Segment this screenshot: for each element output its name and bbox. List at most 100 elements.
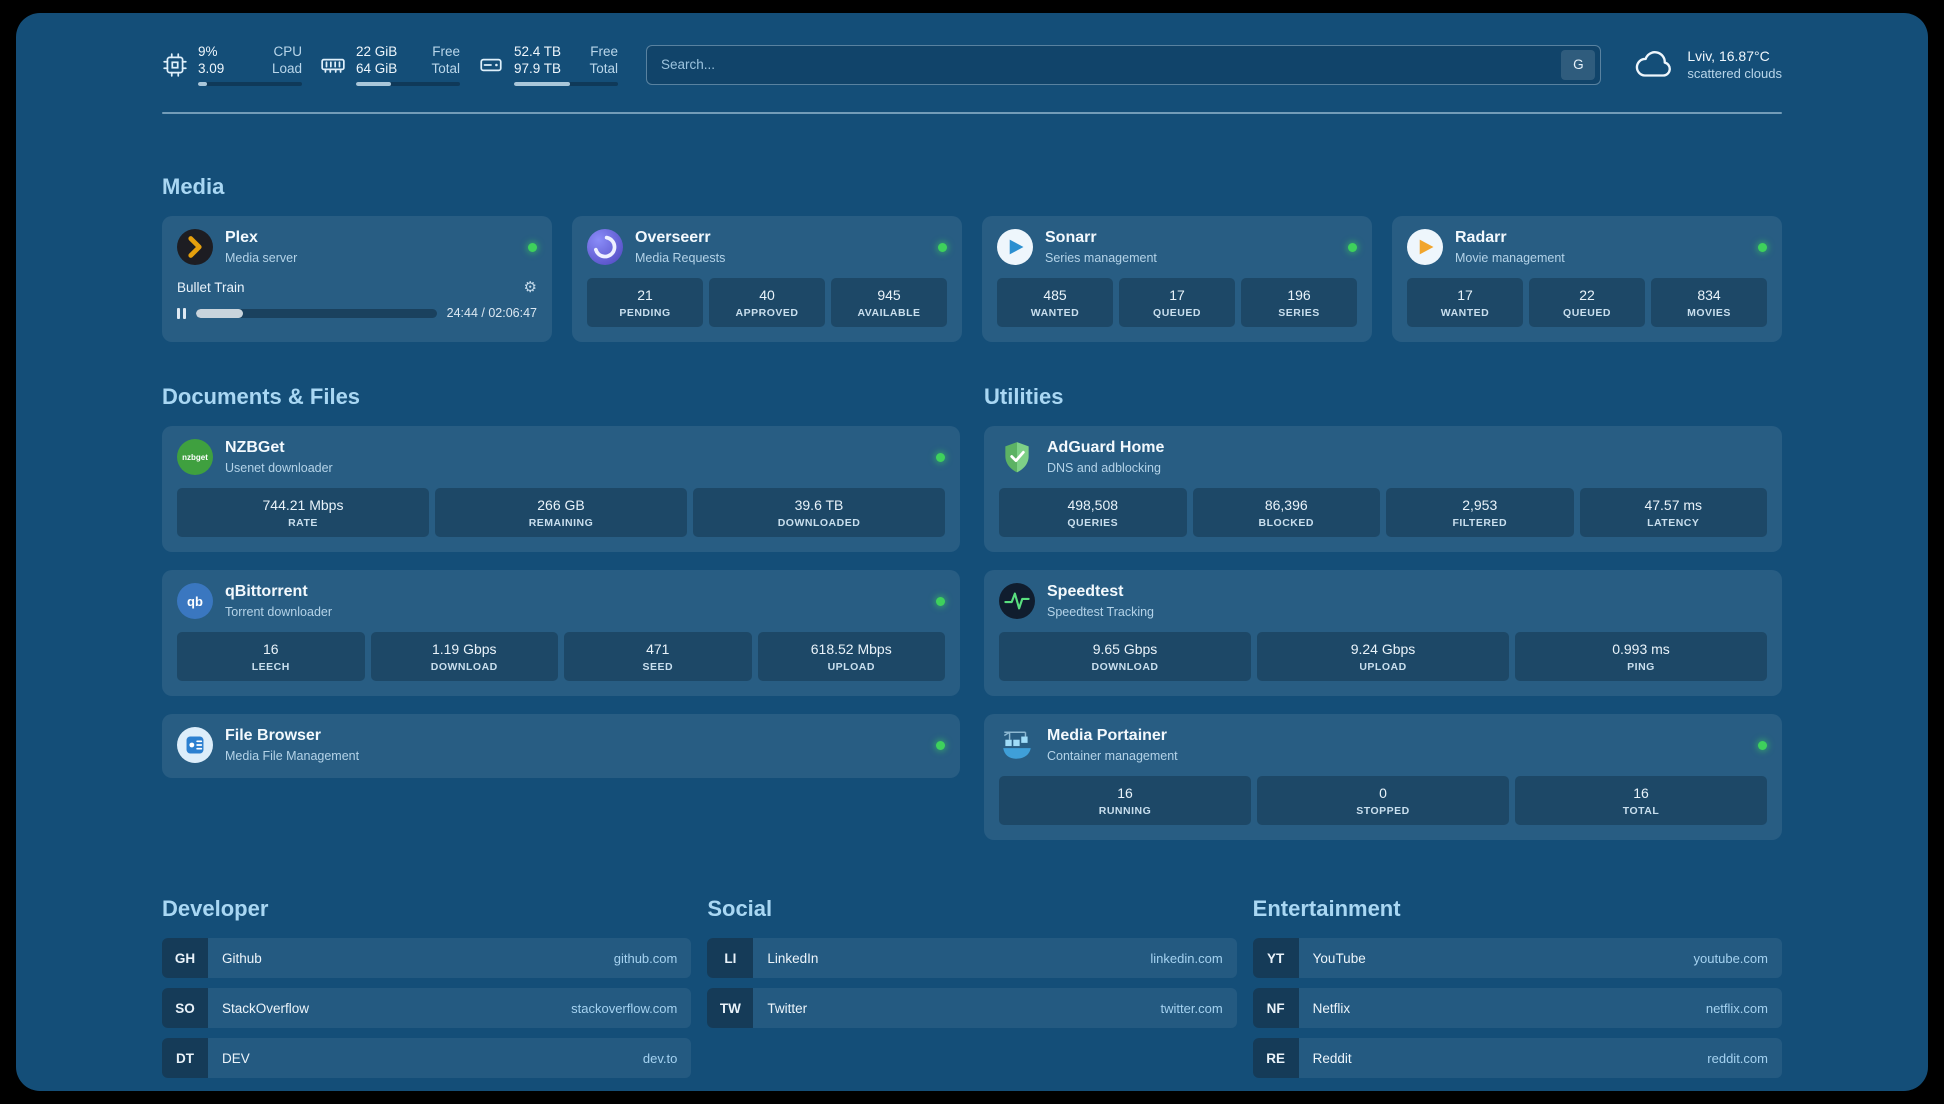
stat-label: WANTED	[1030, 307, 1080, 319]
stat-label: SERIES	[1278, 307, 1320, 319]
stat-box: 834 MOVIES	[1651, 278, 1767, 327]
app-card-nzbget[interactable]: nzbget NZBGet Usenet downloader 744.21 M…	[162, 426, 960, 552]
app-card-portainer[interactable]: Media Portainer Container management 16 R…	[984, 714, 1782, 840]
stat-label: QUEUED	[1563, 307, 1611, 319]
bookmark-abbr: DT	[162, 1038, 208, 1078]
stat-value: 0.993 ms	[1612, 641, 1670, 657]
section-media: Media Plex Media server Bullet	[162, 174, 1782, 342]
stat-label: RUNNING	[1098, 805, 1152, 817]
cpu-progress-bar	[198, 82, 302, 86]
app-name: Media Portainer	[1047, 727, 1168, 745]
status-dot	[936, 452, 945, 462]
weather-condition: scattered clouds	[1687, 66, 1782, 81]
radarr-icon	[1407, 229, 1443, 265]
bookmark-name: DEV	[222, 1050, 250, 1066]
dashboard-page: 9% 3.09 CPU Load	[16, 13, 1928, 1091]
app-name: qBittorrent	[225, 583, 308, 601]
stat-label: LATENCY	[1647, 517, 1700, 529]
stat-box: 498,508 QUERIES	[999, 488, 1187, 537]
status-dot	[936, 596, 945, 606]
cpu-load-label: Load	[271, 61, 302, 76]
search-input[interactable]	[647, 57, 1562, 72]
stat-value: 9.24 Gbps	[1350, 641, 1416, 657]
stat-box: 945 AVAILABLE	[831, 278, 947, 327]
stat-value: 9.65 Gbps	[1092, 641, 1158, 657]
app-card-radarr[interactable]: Radarr Movie management 17 WANTED 22 QUEUE…	[1392, 216, 1782, 342]
stat-value: 17	[1169, 287, 1185, 303]
plex-icon	[177, 229, 213, 265]
bookmark-name: StackOverflow	[222, 1000, 310, 1016]
bookmark-twitter[interactable]: TW Twitter twitter.com	[707, 988, 1237, 1028]
section-title-media: Media	[162, 174, 225, 199]
section-title-utilities: Utilities	[984, 384, 1064, 409]
app-card-sonarr[interactable]: Sonarr Series management 485 WANTED 17 QUE…	[982, 216, 1372, 342]
bookmark-url: twitter.com	[1160, 1000, 1223, 1016]
app-card-speedtest[interactable]: Speedtest Speedtest Tracking 9.65 Gbps DO…	[984, 570, 1782, 696]
app-desc: Usenet downloader	[225, 460, 333, 475]
weather-widget: Lviv, 16.87°C scattered clouds	[1633, 48, 1782, 81]
stat-box: 471 SEED	[564, 632, 752, 681]
bookmark-netflix[interactable]: NF Netflix netflix.com	[1252, 988, 1782, 1028]
bookmark-url: github.com	[613, 950, 678, 966]
nzbget-icon: nzbget	[177, 439, 213, 475]
topbar: 9% 3.09 CPU Load	[162, 43, 1782, 86]
bookmark-dev[interactable]: DT DEV dev.to	[162, 1038, 692, 1078]
pause-icon[interactable]	[177, 307, 186, 319]
stat-label: DOWNLOAD	[1091, 661, 1159, 673]
stat-box: 9.24 Gbps UPLOAD	[1257, 632, 1509, 681]
stat-box: 744.21 Mbps RATE	[177, 488, 429, 537]
stat-box: 86,396 BLOCKED	[1192, 488, 1380, 537]
stat-label: RATE	[288, 517, 318, 529]
stat-box: 17 QUEUED	[1119, 278, 1235, 327]
sonarr-icon	[997, 229, 1033, 265]
app-card-qbittorrent[interactable]: qb qBittorrent Torrent downloader 16 LEEC…	[162, 570, 960, 696]
stat-value: 17	[1457, 287, 1473, 303]
bookmark-url: stackoverflow.com	[571, 1000, 678, 1016]
bookmark-abbr: RE	[1252, 1038, 1299, 1078]
bookmark-url: reddit.com	[1707, 1050, 1768, 1066]
stat-value: 21	[637, 287, 653, 303]
stat-label: PING	[1627, 661, 1655, 673]
stat-box: 39.6 TB DOWNLOADED	[693, 488, 945, 537]
bookmark-url: youtube.com	[1693, 950, 1768, 966]
stat-label: PENDING	[619, 307, 671, 319]
stat-value: 834	[1697, 287, 1721, 303]
qbittorrent-icon: qb	[177, 583, 213, 619]
app-card-adguard[interactable]: AdGuard Home DNS and adblocking 498,508 Q…	[984, 426, 1782, 552]
app-desc: Speedtest Tracking	[1047, 604, 1155, 619]
search-provider-button[interactable]: G	[1561, 49, 1596, 80]
cpu-usage-value: 9%	[198, 44, 218, 59]
app-card-filebrowser[interactable]: File Browser Media File Management	[162, 714, 960, 778]
disk-total-label: Total	[589, 61, 618, 76]
bookmark-github[interactable]: GH Github github.com	[162, 938, 692, 978]
bookmark-stackoverflow[interactable]: SO StackOverflow stackoverflow.com	[162, 988, 692, 1028]
stat-value: 1.19 Gbps	[431, 641, 497, 657]
bookmark-reddit[interactable]: RE Reddit reddit.com	[1252, 1038, 1782, 1078]
app-desc: Media File Management	[225, 748, 360, 763]
stat-value: 196	[1287, 287, 1311, 303]
bookmark-linkedin[interactable]: LI LinkedIn linkedin.com	[707, 938, 1237, 978]
disk-free-label: Free	[590, 44, 618, 59]
app-desc: DNS and adblocking	[1047, 460, 1161, 475]
status-dot	[938, 242, 947, 252]
memory-total-value: 64 GiB	[356, 61, 398, 76]
app-name: Sonarr	[1045, 229, 1097, 247]
gear-icon[interactable]: ⚙	[523, 279, 537, 296]
stat-value: 498,508	[1067, 497, 1119, 513]
stat-box: 21 PENDING	[587, 278, 703, 327]
bookmark-youtube[interactable]: YT YouTube youtube.com	[1252, 938, 1782, 978]
stat-value: 0	[1379, 785, 1387, 801]
app-card-overseerr[interactable]: Overseerr Media Requests 21 PENDING 40 APP…	[572, 216, 962, 342]
playback-progress-bar[interactable]	[196, 308, 437, 318]
cpu-load-value: 3.09	[198, 61, 225, 76]
stat-label: TOTAL	[1622, 805, 1660, 817]
app-desc: Media server	[225, 250, 298, 265]
stat-value: 945	[877, 287, 901, 303]
app-name: Plex	[225, 229, 258, 247]
app-card-plex[interactable]: Plex Media server Bullet Train ⚙ 24:44 /…	[162, 216, 552, 342]
playback-time: 24:44 / 02:06:47	[446, 306, 537, 320]
stat-box: 22 QUEUED	[1529, 278, 1645, 327]
bookmark-abbr: YT	[1252, 938, 1299, 978]
memory-progress-bar	[356, 82, 460, 86]
cpu-label: CPU	[273, 44, 302, 59]
